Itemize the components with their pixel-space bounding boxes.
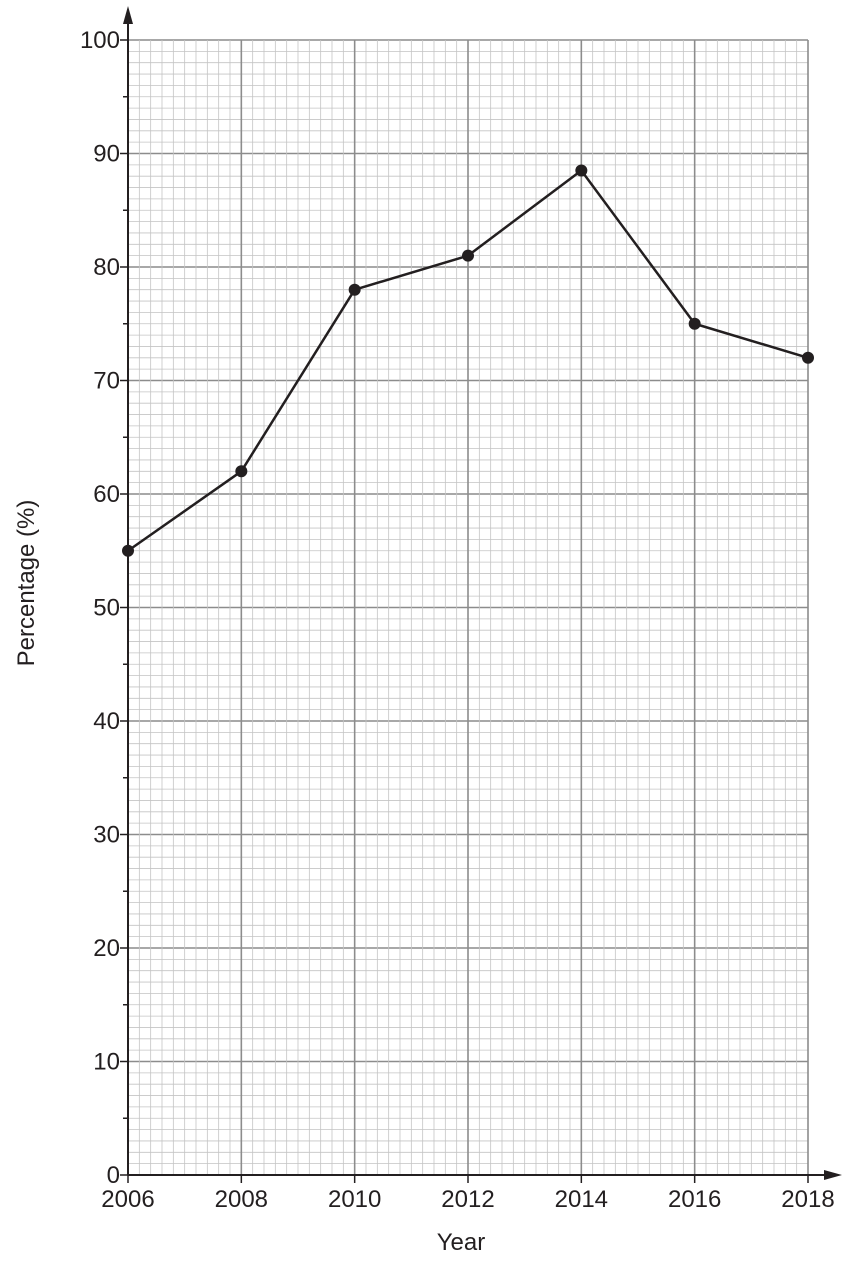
y-tick-label: 40: [93, 708, 120, 735]
y-tick-label: 50: [93, 595, 120, 622]
data-point: [802, 351, 814, 364]
axes: [120, 6, 842, 1183]
y-tick-label: 20: [93, 935, 120, 962]
x-tick-label: 2018: [781, 1186, 834, 1213]
y-tick-label: 0: [107, 1162, 120, 1189]
data-point: [348, 283, 361, 296]
x-tick-label: 2008: [215, 1186, 268, 1213]
data-point: [462, 249, 474, 262]
x-tick-label: 2016: [668, 1186, 721, 1213]
data-point: [688, 317, 701, 330]
data-series: [122, 164, 814, 557]
y-tick-label: 80: [93, 254, 120, 281]
data-point: [575, 164, 588, 177]
x-axis-arrow-icon: [824, 1170, 842, 1180]
data-point: [122, 544, 134, 557]
grid: [127, 39, 809, 1176]
x-axis-title: Year: [437, 1229, 486, 1256]
x-tick-label: 2010: [328, 1186, 381, 1213]
x-tick-label: 2006: [101, 1186, 154, 1213]
x-tick-label: 2012: [441, 1186, 494, 1213]
data-point: [235, 465, 248, 478]
x-tick-label: 2014: [555, 1186, 608, 1213]
y-tick-label: 100: [80, 27, 120, 54]
tick-labels: 0 10 20 30 40 50 60 70 80 90 100 2006 2008 2010 2012 20…: [80, 27, 835, 1213]
y-tick-label: 10: [93, 1049, 120, 1076]
y-tick-label: 60: [93, 481, 120, 508]
y-axis-arrow-icon: [123, 6, 133, 24]
y-tick-label: 70: [93, 368, 120, 395]
y-tick-label: 30: [93, 822, 120, 849]
y-axis-title: Percentage (%): [13, 500, 40, 667]
y-tick-label: 90: [93, 141, 120, 168]
